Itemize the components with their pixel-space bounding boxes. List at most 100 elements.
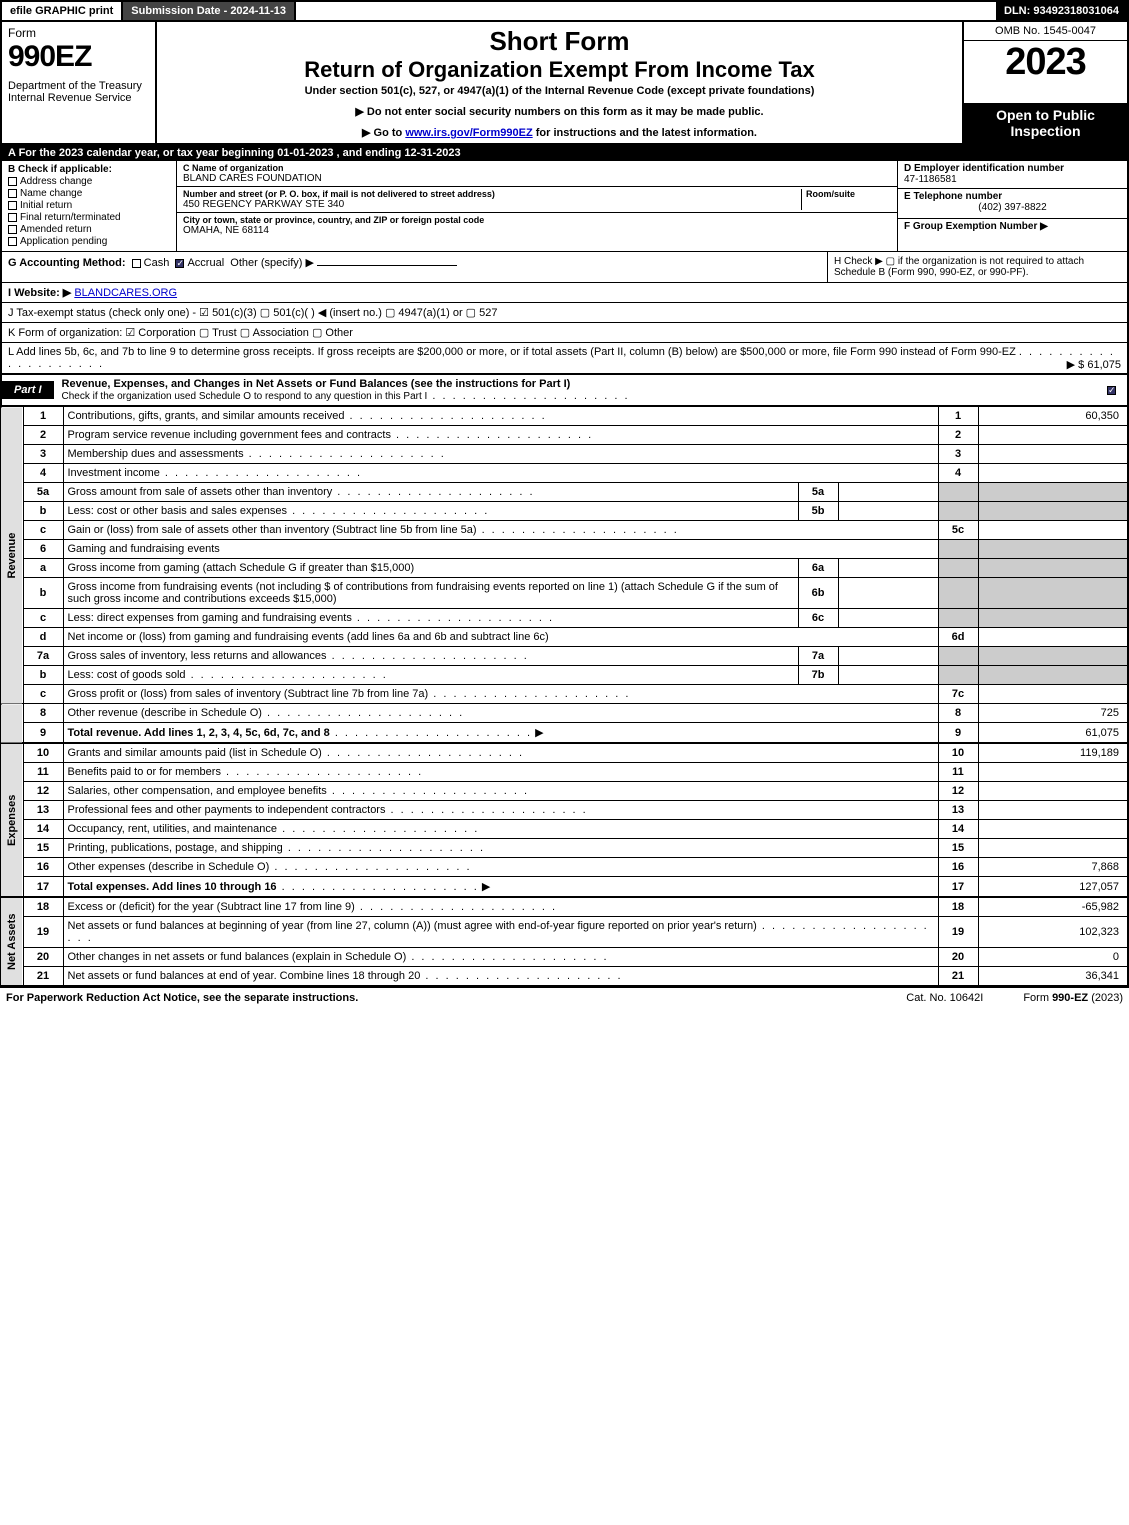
city: OMAHA, NE 68114 [183,225,891,236]
tax-year: 2023 [964,41,1127,84]
org-name-label: C Name of organization [183,163,891,173]
vlabel-expenses: Expenses [1,743,23,897]
ln3-num: 3 [23,445,63,464]
part-i-bar: Part I Revenue, Expenses, and Changes in… [0,374,1129,407]
subtitle: Under section 501(c), 527, or 4947(a)(1)… [305,85,815,97]
g-label: G Accounting Method: [8,257,126,269]
website-link[interactable]: BLANDCARES.ORG [74,287,177,299]
group-label: F Group Exemption Number ▶ [904,221,1048,232]
ln19-amt: 102,323 [978,917,1128,948]
row-i: I Website: ▶ BLANDCARES.ORG [0,283,1129,303]
irs-link[interactable]: www.irs.gov/Form990EZ [405,127,532,139]
ln8-r: 8 [938,704,978,723]
ln20-num: 20 [23,948,63,967]
org-name: BLAND CARES FOUNDATION [183,173,891,184]
chk-address[interactable]: Address change [8,176,170,187]
dept-text: Department of the Treasury Internal Reve… [8,80,149,104]
tel: (402) 397-8822 [904,202,1121,213]
ln6b-desc: Gross income from fundraising events (no… [68,581,778,605]
ln21-r: 21 [938,967,978,987]
ln1-desc: Contributions, gifts, grants, and simila… [68,410,345,422]
ein-label: D Employer identification number [904,163,1121,174]
ln15-desc: Printing, publications, postage, and shi… [68,842,283,854]
chk-initial[interactable]: Initial return [8,200,170,211]
g-other[interactable]: Other (specify) ▶ [230,257,314,269]
form-number: 990EZ [8,40,149,74]
part-i-tag: Part I [2,381,54,399]
city-cell: City or town, state or province, country… [177,213,897,238]
ln6a-s: 6a [798,559,838,578]
efile-print[interactable]: efile GRAPHIC print [2,2,123,20]
city-label: City or town, state or province, country… [183,215,891,225]
ln9-num: 9 [23,723,63,744]
ln18-r: 18 [938,897,978,917]
ln5c-num: c [23,521,63,540]
chk-amended[interactable]: Amended return [8,224,170,235]
title-short-form: Short Form [489,26,629,57]
ln6d-amt [978,628,1128,647]
ln14-desc: Occupancy, rent, utilities, and maintena… [68,823,278,835]
ln17-num: 17 [23,877,63,898]
l-text: L Add lines 5b, 6c, and 7b to line 9 to … [8,346,1016,358]
ln8-num: 8 [23,704,63,723]
ln11-r: 11 [938,763,978,782]
ln21-num: 21 [23,967,63,987]
row-k: K Form of organization: ☑ Corporation ▢ … [0,323,1129,343]
ln21-desc: Net assets or fund balances at end of ye… [68,970,421,982]
ln20-r: 20 [938,948,978,967]
ln10-r: 10 [938,743,978,763]
ln1-num: 1 [23,407,63,426]
ln7b-desc: Less: cost of goods sold [68,669,186,681]
ln17-r: 17 [938,877,978,898]
ln21-amt: 36,341 [978,967,1128,987]
ln1-r: 1 [938,407,978,426]
ln19-r: 19 [938,917,978,948]
form-header: Form 990EZ Department of the Treasury In… [0,22,1129,145]
ln11-desc: Benefits paid to or for members [68,766,221,778]
ln2-num: 2 [23,426,63,445]
ln7b-s: 7b [798,666,838,685]
chk-name[interactable]: Name change [8,188,170,199]
ln10-amt: 119,189 [978,743,1128,763]
goto-pre: ▶ Go to [362,127,405,139]
title-return: Return of Organization Exempt From Incom… [304,57,815,83]
g-cash[interactable]: Cash [144,257,170,269]
ln13-num: 13 [23,801,63,820]
ln7a-desc: Gross sales of inventory, less returns a… [68,650,327,662]
ln3-r: 3 [938,445,978,464]
omb-number: OMB No. 1545-0047 [964,22,1127,41]
ln18-amt: -65,982 [978,897,1128,917]
ln2-r: 2 [938,426,978,445]
form-word: Form [8,26,149,40]
part-i-check[interactable] [1099,381,1127,399]
ln6a-desc: Gross income from gaming (attach Schedul… [68,562,415,574]
ln6d-r: 6d [938,628,978,647]
b-header: B Check if applicable: [8,164,170,175]
row-l: L Add lines 5b, 6c, and 7b to line 9 to … [0,343,1129,374]
room-label: Room/suite [806,189,891,199]
ln7b-num: b [23,666,63,685]
ln2-amt [978,426,1128,445]
ln5c-desc: Gain or (loss) from sale of assets other… [68,524,477,536]
g-accrual[interactable]: Accrual [187,257,224,269]
ln13-desc: Professional fees and other payments to … [68,804,386,816]
chk-pending[interactable]: Application pending [8,236,170,247]
street: 450 REGENCY PARKWAY STE 340 [183,199,801,210]
footer-right: Form 990-EZ (2023) [1023,992,1123,1004]
row-h: H Check ▶ ▢ if the organization is not r… [827,252,1127,282]
ln5c-r: 5c [938,521,978,540]
chk-final[interactable]: Final return/terminated [8,212,170,223]
ln17-amt: 127,057 [978,877,1128,898]
open-public: Open to Public Inspection [964,103,1127,143]
ln6d-num: d [23,628,63,647]
ln6b-num: b [23,578,63,609]
ln20-amt: 0 [978,948,1128,967]
ln12-amt [978,782,1128,801]
ln13-amt [978,801,1128,820]
header-center: Short Form Return of Organization Exempt… [157,22,962,143]
ln7c-amt [978,685,1128,704]
footer-catno: Cat. No. 10642I [906,992,983,1004]
ln6a-num: a [23,559,63,578]
ln12-desc: Salaries, other compensation, and employ… [68,785,327,797]
ln9-amt: 61,075 [978,723,1128,744]
